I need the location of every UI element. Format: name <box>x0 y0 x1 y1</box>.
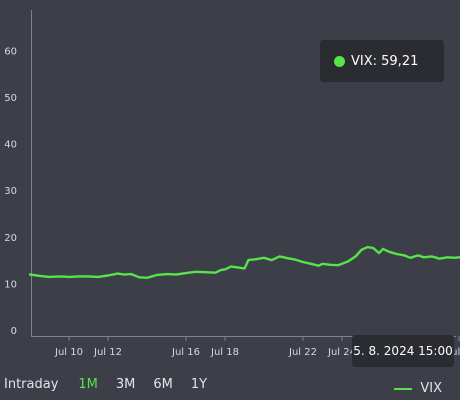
y-tick-label: 40 <box>4 140 17 151</box>
y-tick-labels: 0 10 20 30 40 50 60 <box>4 46 17 337</box>
series-line-vix <box>28 245 460 279</box>
range-selector: Intraday 1M 3M 6M 1Y <box>4 377 225 392</box>
value-tooltip: VIX: 59,21 <box>320 40 444 82</box>
x-tick-label: Jul 10 <box>54 347 83 358</box>
x-tick-label: Jul 24 <box>327 347 356 358</box>
y-tick-label: 20 <box>4 233 17 244</box>
crosshair-date-label: 5. 8. 2024 15:00 <box>352 335 454 367</box>
range-option-1y[interactable]: 1Y <box>190 377 208 392</box>
range-option-3m[interactable]: 3M <box>115 377 136 392</box>
y-tick-label: 30 <box>4 186 17 197</box>
legend[interactable]: VIX <box>394 381 442 396</box>
legend-swatch-vix <box>394 387 413 390</box>
range-option-intraday[interactable]: Intraday <box>4 377 59 392</box>
x-tick-label: Jul 22 <box>288 347 317 358</box>
tooltip-series-dot <box>334 55 345 67</box>
legend-label-vix: VIX <box>420 381 442 396</box>
y-tick-label: 60 <box>4 46 17 57</box>
y-tick-label: 0 <box>11 326 17 337</box>
tooltip-text: VIX: 59,21 <box>351 53 419 69</box>
range-option-1m[interactable]: 1M <box>78 377 98 392</box>
y-tick-label: 10 <box>4 279 17 290</box>
range-option-6m[interactable]: 6M <box>153 377 173 392</box>
x-tick-label: Jul 18 <box>210 347 239 358</box>
y-tick-label: 50 <box>4 93 17 104</box>
x-tick-label: Jul 12 <box>93 347 122 358</box>
x-tick-label: Jul 16 <box>171 347 200 358</box>
